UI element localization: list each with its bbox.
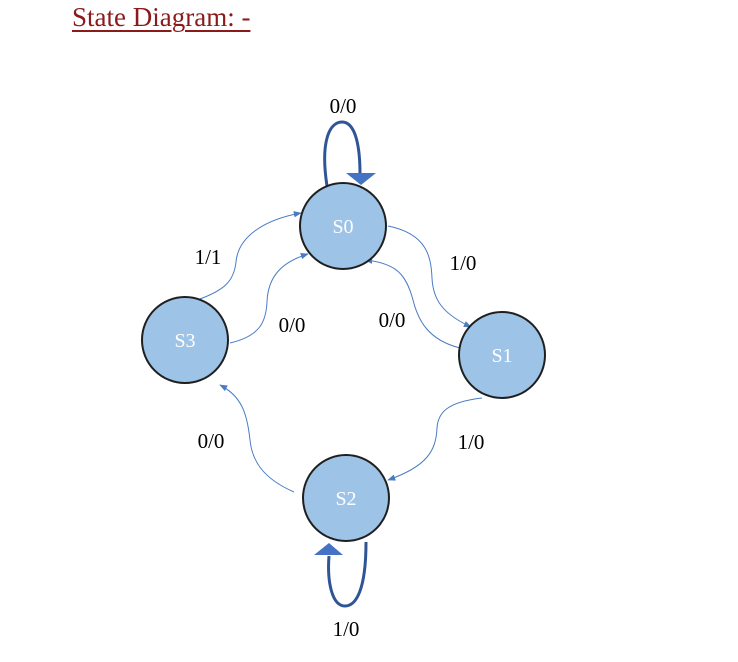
label-s3-s0-upper: 1/1 bbox=[195, 245, 222, 269]
self-loop-s2-arrowhead bbox=[314, 543, 343, 555]
state-s3-label: S3 bbox=[174, 330, 195, 352]
state-s1-label: S1 bbox=[491, 345, 512, 367]
label-s0-s0: 0/0 bbox=[330, 94, 357, 118]
label-s0-s1: 1/0 bbox=[450, 251, 477, 275]
label-s2-s3: 0/0 bbox=[198, 429, 225, 453]
self-loop-s0-arrowhead bbox=[346, 173, 376, 185]
state-s2: S2 bbox=[302, 454, 390, 542]
self-loop-s0 bbox=[323, 120, 362, 187]
state-s0-label: S0 bbox=[332, 216, 353, 238]
state-s0-circle bbox=[299, 182, 387, 270]
edge-s1-s2 bbox=[387, 397, 483, 481]
page-title: State Diagram: - bbox=[72, 2, 251, 32]
edge-s3-s0-lower bbox=[229, 253, 309, 344]
state-s2-circle bbox=[302, 454, 390, 542]
label-s1-s0: 0/0 bbox=[379, 308, 406, 332]
state-s1: S1 bbox=[458, 311, 546, 399]
label-s1-s2: 1/0 bbox=[458, 430, 485, 454]
state-s2-label: S2 bbox=[335, 488, 356, 510]
label-s2-s2: 1/0 bbox=[333, 617, 360, 641]
edge-s3-s0-upper bbox=[196, 211, 302, 301]
state-s0: S0 bbox=[299, 182, 387, 270]
self-loop-s2 bbox=[327, 541, 368, 608]
state-s3-circle bbox=[141, 296, 229, 384]
edge-s0-s1 bbox=[387, 225, 472, 328]
edge-s2-s3 bbox=[219, 384, 295, 493]
state-s3: S3 bbox=[141, 296, 229, 384]
edge-s1-s0 bbox=[364, 257, 461, 349]
label-s3-s0-lower: 0/0 bbox=[279, 313, 306, 337]
state-s1-circle bbox=[458, 311, 546, 399]
